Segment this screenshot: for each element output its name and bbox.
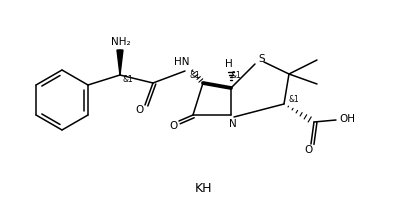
Text: &1: &1: [123, 75, 133, 85]
Text: &1: &1: [231, 72, 242, 81]
Polygon shape: [117, 50, 123, 75]
Text: O: O: [305, 145, 313, 155]
Text: KH: KH: [195, 181, 213, 194]
Text: &1: &1: [190, 72, 200, 81]
Text: HN: HN: [174, 57, 190, 67]
Text: S: S: [259, 54, 265, 64]
Text: &1: &1: [288, 95, 299, 104]
Text: N: N: [229, 119, 237, 129]
Text: O: O: [170, 121, 178, 131]
Text: NH₂: NH₂: [111, 37, 131, 47]
Text: H: H: [225, 59, 233, 69]
Text: OH: OH: [339, 114, 355, 124]
Text: O: O: [136, 105, 144, 115]
